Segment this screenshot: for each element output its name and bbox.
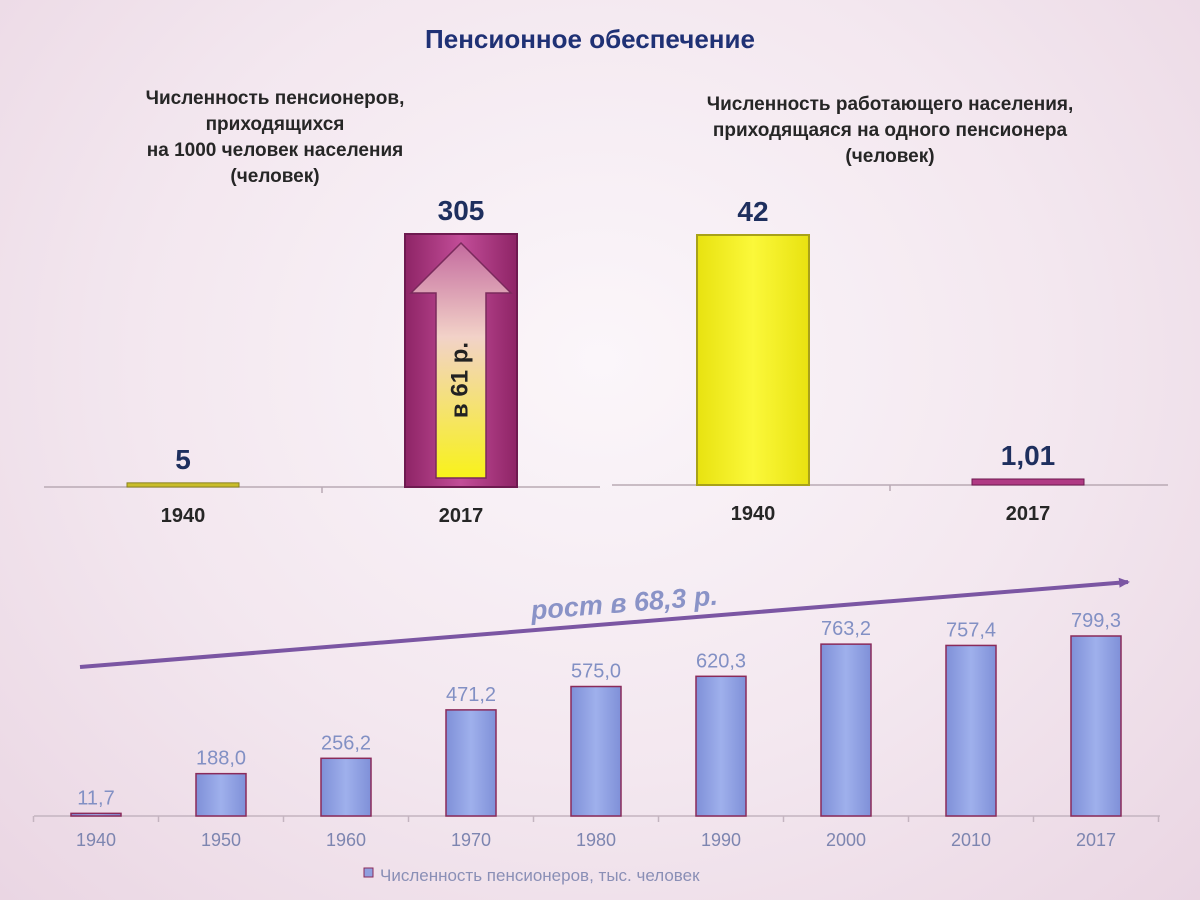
pensioners-chart-title-line: на 1000 человек населения — [146, 140, 404, 161]
value-label: 42 — [737, 196, 768, 227]
bar-1940 — [126, 482, 240, 488]
growth-annotation: в 61 р. — [446, 342, 473, 418]
value-label: 11,7 — [77, 787, 114, 809]
value-label: 305 — [438, 195, 485, 226]
value-label: 5 — [175, 444, 191, 475]
legend-label: Численность пенсионеров, тыс. человек — [380, 866, 700, 885]
bar-1960 — [320, 757, 372, 817]
workers-chart-title-line: (человек) — [845, 146, 935, 167]
pensioners-timeline-chart: 11,7 1940 188,0 1950 256,2 1960 471,2 1970 575,0… — [32, 577, 1160, 885]
value-label: 757,4 — [946, 619, 996, 641]
value-label: 256,2 — [321, 732, 371, 754]
bar-1990 — [695, 675, 747, 817]
category-label: 2010 — [951, 830, 991, 850]
category-label: 1970 — [451, 830, 491, 850]
bar-2010 — [945, 644, 997, 817]
bar-2017 — [1070, 635, 1122, 817]
value-label: 620,3 — [696, 650, 746, 672]
workers-chart-title-line: Численность работающего населения, — [706, 94, 1074, 115]
value-label: 471,2 — [446, 684, 496, 706]
legend-swatch — [363, 867, 374, 878]
category-label: 1940 — [161, 505, 206, 527]
category-label: 1940 — [76, 830, 116, 850]
category-label: 1960 — [326, 830, 366, 850]
category-label: 2000 — [826, 830, 866, 850]
pensioners-chart-title-line: (человек) — [230, 166, 320, 187]
category-label: 2017 — [439, 505, 484, 527]
value-label: 799,3 — [1071, 610, 1121, 632]
category-label: 1990 — [701, 830, 741, 850]
pensioners-chart-title-line: приходящихся — [205, 114, 345, 135]
growth-trend-arrow — [79, 577, 1130, 669]
value-label: 575,0 — [571, 661, 621, 683]
pensioners-chart-title: Численность пенсионеров, приходящихся на… — [90, 86, 460, 190]
bar-2017 — [971, 478, 1085, 486]
category-label: 2017 — [1076, 830, 1116, 850]
bar-1950 — [195, 772, 247, 817]
category-label: 1980 — [576, 830, 616, 850]
value-label: 763,2 — [821, 618, 871, 640]
bar-1980 — [570, 685, 622, 817]
pensioners-chart: 5 1940 305 2017 в 61 р. — [44, 195, 600, 527]
value-label: 1,01 — [1001, 440, 1056, 471]
pensioners-chart-title-line: Численность пенсионеров, — [145, 88, 405, 109]
bar-1940 — [70, 812, 122, 817]
workers-chart: 42 1940 1,01 2017 — [612, 196, 1168, 525]
page-title: Пенсионное обеспечение — [425, 24, 755, 54]
workers-chart-title: Численность работающего населения, прихо… — [640, 92, 1140, 170]
bar-1940 — [696, 234, 810, 486]
up-arrow-icon — [409, 241, 513, 479]
bar-2000 — [820, 643, 872, 817]
bar-1970 — [445, 709, 497, 817]
value-label: 188,0 — [196, 748, 246, 770]
workers-chart-title-line: приходящаяся на одного пенсионера — [712, 120, 1068, 141]
category-label: 1940 — [731, 503, 776, 525]
category-label: 1950 — [201, 830, 241, 850]
category-label: 2017 — [1006, 503, 1051, 525]
